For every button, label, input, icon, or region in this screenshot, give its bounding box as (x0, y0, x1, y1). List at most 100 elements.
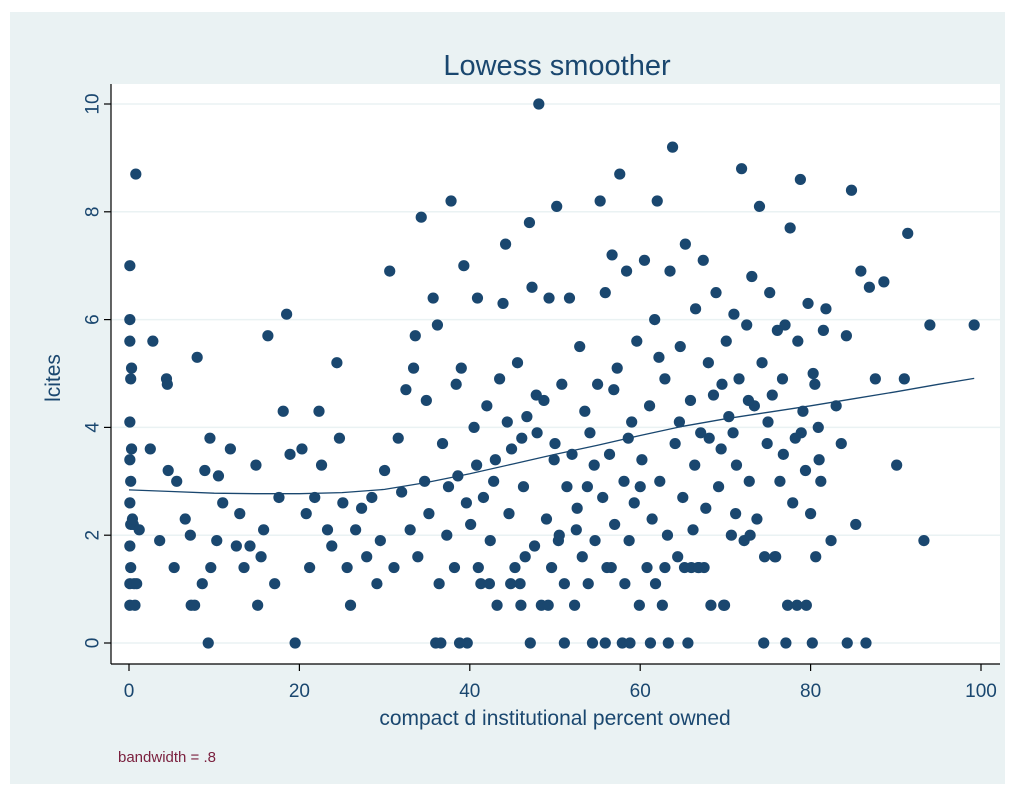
scatter-point (649, 578, 662, 590)
scatter-point (674, 340, 686, 353)
scatter-point (124, 416, 136, 428)
scatter-point (659, 373, 671, 385)
scatter-point (212, 470, 225, 482)
scatter-point (597, 491, 609, 504)
scatter-point (458, 260, 470, 272)
plot-region (111, 84, 1000, 664)
scatter-point (730, 508, 742, 520)
scatter-point (409, 330, 421, 342)
scatter-point (129, 599, 141, 611)
scatter-point (563, 292, 576, 304)
scatter-point (574, 340, 586, 353)
scatter-point (217, 497, 229, 509)
scatter-point (147, 335, 159, 347)
scatter-point (780, 637, 792, 649)
scatter-point (620, 265, 633, 277)
scatter-point (333, 432, 346, 444)
scatter-point (441, 529, 453, 541)
scatter-point (774, 475, 786, 487)
scatter-point (533, 98, 545, 110)
scatter-point (255, 551, 267, 563)
scatter-point (707, 389, 720, 401)
scatter-point (488, 475, 500, 487)
scatter-point (355, 502, 368, 514)
scatter-point (631, 335, 643, 347)
scatter-point (634, 481, 646, 493)
scatter-point (608, 384, 620, 396)
scatter-point (777, 448, 789, 460)
scatter-point (641, 561, 653, 574)
scatter-point (230, 540, 242, 552)
scatter-point (196, 578, 208, 590)
scatter-point (702, 357, 714, 369)
scatter-point (606, 249, 618, 261)
scatter-point (742, 394, 755, 407)
scatter-point (840, 330, 852, 342)
scatter-point (716, 378, 728, 390)
scatter-point (718, 599, 731, 611)
scatter-point (475, 578, 487, 590)
scatter-point (672, 551, 684, 563)
scatter-point (659, 561, 671, 574)
scatter-point (797, 405, 809, 417)
scatter-point (646, 513, 658, 525)
scatter-point (703, 432, 715, 444)
scatter-point (633, 599, 645, 611)
scatter-point (528, 540, 541, 552)
scatter-point (252, 599, 264, 611)
scatter-point (515, 599, 527, 611)
scatter-point (499, 238, 512, 250)
scatter-point (445, 195, 457, 207)
scatter-point (284, 448, 296, 460)
scatter-point (800, 599, 812, 611)
scatter-point (898, 373, 910, 385)
scatter-point (483, 578, 495, 590)
scatter-point (605, 561, 617, 574)
scatter-point (758, 551, 771, 563)
scatter-point (802, 297, 814, 310)
scatter-point (472, 561, 484, 574)
scatter-point (628, 497, 640, 509)
scatter-point (489, 454, 501, 466)
scatter-point (269, 578, 281, 590)
scatter-point (561, 481, 573, 493)
scatter-point (656, 599, 668, 611)
scatter-point (581, 481, 593, 493)
scatter-point (815, 475, 827, 487)
scatter-point (805, 508, 817, 520)
scatter-point (341, 561, 353, 574)
scatter-point (436, 437, 449, 450)
scatter-point (594, 195, 606, 207)
scatter-point (331, 357, 343, 369)
scatter-point (689, 303, 702, 315)
scatter-point (589, 534, 601, 547)
scatter-point (830, 400, 842, 412)
scatter-point (514, 578, 526, 590)
scatter-point (130, 168, 142, 180)
scatter-point (669, 437, 681, 450)
scatter-point (450, 378, 462, 390)
scatter-point (968, 319, 980, 331)
scatter-point (584, 427, 596, 439)
scatter-point (481, 400, 493, 412)
scatter-point (878, 276, 890, 288)
scatter-point (863, 281, 875, 293)
scatter-point (568, 599, 581, 611)
scatter-point (845, 184, 858, 196)
scatter-point (465, 518, 477, 531)
scatter-point (124, 454, 136, 466)
scatter-point (586, 637, 599, 649)
scatter-point (162, 464, 174, 477)
scatter-point (795, 427, 807, 439)
scatter-point (558, 578, 570, 590)
scatter-point (779, 319, 791, 331)
scatter-point (662, 637, 674, 649)
scatter-point (579, 405, 591, 417)
bandwidth-note: bandwidth = .8 (118, 749, 216, 766)
scatter-point (556, 378, 568, 390)
scatter-point (794, 173, 806, 186)
scatter-point (171, 475, 183, 487)
scatter-point (744, 529, 756, 541)
scatter-point (431, 319, 444, 331)
